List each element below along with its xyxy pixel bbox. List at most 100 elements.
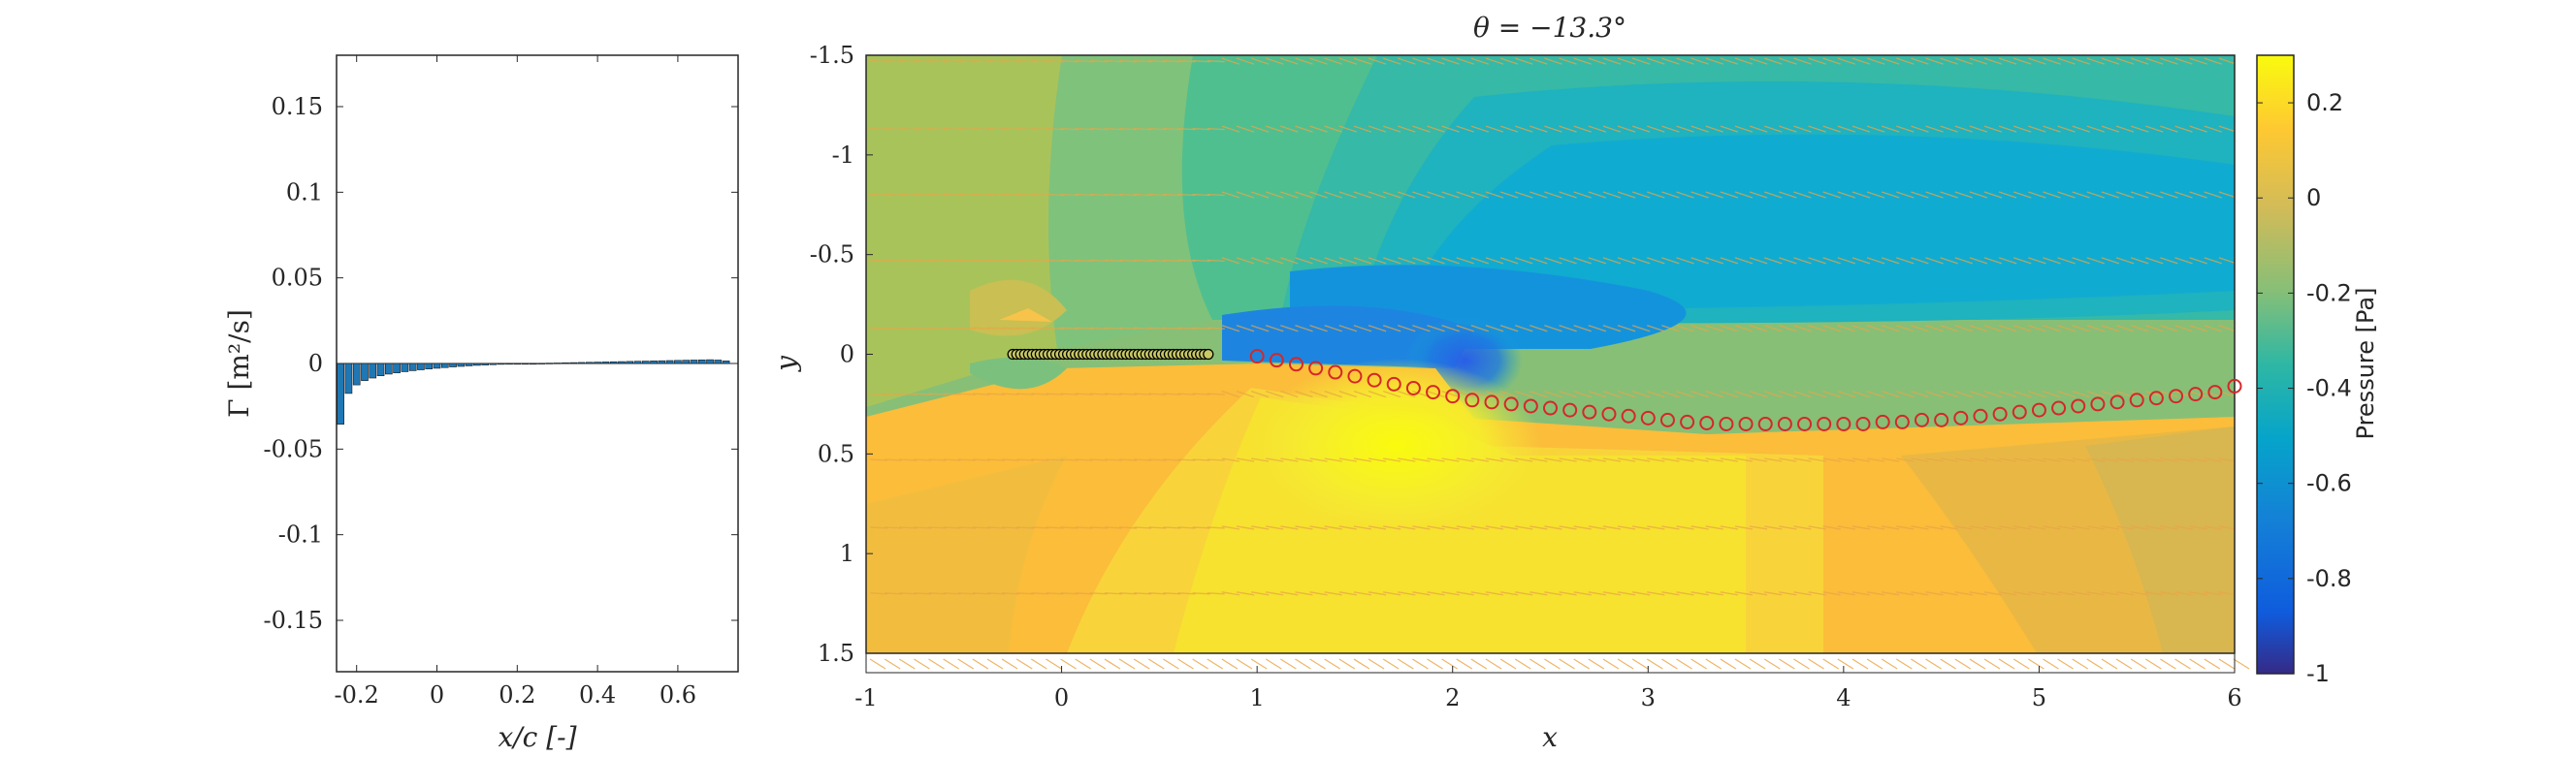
velocity-arrow [986,592,1006,595]
velocity-arrow [1925,125,1944,133]
velocity-arrow [1266,325,1284,332]
velocity-arrow [943,592,961,595]
wake-vortex-marker [1680,414,1695,429]
velocity-arrow [2043,325,2061,332]
velocity-arrow [2072,591,2090,596]
velocity-arrow [2013,257,2032,265]
velocity-arrow [2145,257,2164,265]
wake-vortex-marker [1914,412,1929,427]
velocity-arrow [1647,457,1665,462]
velocity-arrow [1969,658,1986,670]
wake-vortex-marker [1405,380,1421,395]
velocity-arrow [2204,125,2222,133]
velocity-arrow [2043,191,2061,199]
velocity-arrow [1118,327,1138,330]
velocity-arrow [1427,325,1445,332]
velocity-arrow [1588,457,1606,462]
velocity-arrow [1779,125,1797,133]
velocity-arrow [1470,325,1490,332]
velocity-arrow [1544,591,1562,596]
velocity-arrow [1896,325,1915,332]
wake-vortex-marker [1328,364,1343,380]
velocity-arrow [1734,257,1754,265]
wake-vortex-marker [1699,415,1715,430]
bar-xlabel: x/c [-] [498,721,576,753]
velocity-arrow [2131,591,2149,596]
velocity-arrow [1148,60,1167,63]
velocity-arrow [1940,658,1956,670]
velocity-arrow [1412,57,1431,65]
velocity-arrow [1295,257,1313,265]
velocity-arrow [1852,591,1871,596]
velocity-arrow [2086,525,2105,530]
velocity-arrow [1602,191,1622,199]
wake-vortex-marker [1797,416,1813,431]
velocity-arrow [1104,526,1122,529]
velocity-arrow [2028,191,2046,199]
velocity-arrow [1822,191,1841,199]
velocity-arrow [1983,591,2003,596]
velocity-arrow [869,526,888,529]
velocity-arrow [943,60,961,63]
velocity-arrow [1456,191,1474,199]
velocity-arrow [1456,457,1474,462]
velocity-arrow [1046,259,1064,262]
velocity-arrow [885,60,903,63]
velocity-arrow [1499,125,1519,133]
velocity-arrow [1852,191,1871,199]
velocity-arrow [928,526,947,529]
velocity-arrow [1427,57,1445,65]
velocity-arrow [1118,127,1138,131]
velocity-arrow [1236,457,1255,462]
velocity-arrow [1749,658,1766,670]
velocity-arrow [2028,125,2046,133]
x-tick-label: 0 [430,681,444,709]
velocity-arrow [1368,391,1387,398]
velocity-arrow [1602,325,1622,332]
bar [352,363,361,386]
velocity-arrow [1544,125,1562,133]
velocity-arrow [1911,125,1929,133]
velocity-arrow [2101,325,2120,332]
velocity-arrow [1134,259,1152,262]
velocity-arrow [2130,325,2149,332]
velocity-arrow [1075,259,1093,262]
velocity-arrow [1720,257,1739,265]
velocity-arrow [1163,658,1179,670]
velocity-arrow [1118,193,1138,197]
velocity-arrow [1925,658,1942,670]
velocity-arrow [1515,257,1533,265]
velocity-arrow [1163,127,1181,131]
velocity-arrow [1368,525,1387,530]
velocity-arrow [1705,525,1723,530]
velocity-arrow [1544,191,1562,199]
velocity-arrow [2174,658,2191,670]
velocity-arrow [1118,526,1138,529]
velocity-arrow [2101,457,2120,462]
velocity-arrow [928,259,947,262]
velocity-arrow [1148,526,1167,529]
velocity-arrow [1617,591,1636,596]
velocity-arrow [1485,57,1504,65]
velocity-arrow [1134,127,1152,131]
velocity-arrow [1998,591,2017,596]
velocity-arrow [2028,525,2046,530]
velocity-arrow [1441,125,1460,133]
velocity-arrow [1998,525,2017,530]
wake-vortex-marker [2207,385,2223,400]
velocity-arrow [1309,391,1328,398]
velocity-arrow [1089,127,1108,131]
velocity-arrow [1998,57,2017,65]
velocity-arrow [1779,325,1797,332]
velocity-arrow [1046,193,1064,197]
velocity-arrow [943,193,961,197]
velocity-arrow [1940,457,1958,462]
velocity-arrow [1573,658,1591,670]
velocity-arrow [1559,257,1577,265]
velocity-arrow [1118,458,1138,461]
wake-vortex-marker [1523,398,1538,414]
velocity-arrow [1324,325,1342,332]
velocity-arrow [1031,327,1049,330]
velocity-arrow [1353,325,1372,332]
velocity-arrow [2115,257,2135,265]
